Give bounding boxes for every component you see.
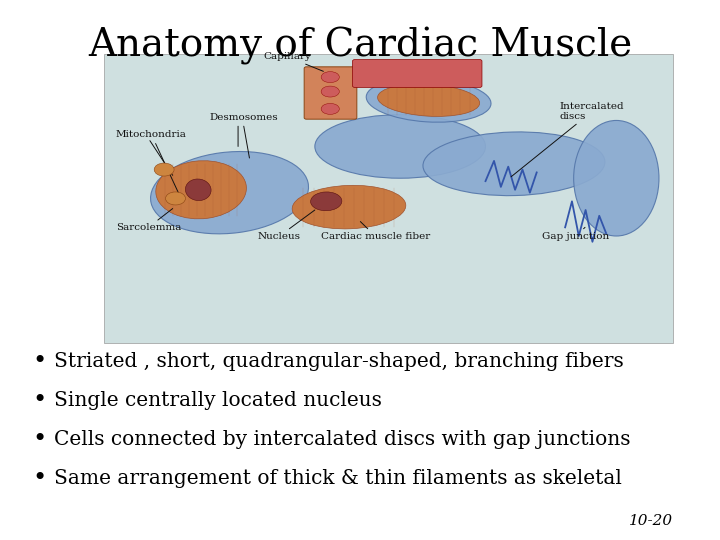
Ellipse shape bbox=[423, 132, 605, 195]
Text: Capillary: Capillary bbox=[264, 52, 323, 71]
Ellipse shape bbox=[150, 152, 308, 234]
Ellipse shape bbox=[321, 72, 339, 83]
Text: •: • bbox=[32, 389, 47, 412]
Text: Anatomy of Cardiac Muscle: Anatomy of Cardiac Muscle bbox=[88, 27, 632, 65]
Text: •: • bbox=[32, 428, 47, 451]
Text: Gap junction: Gap junction bbox=[542, 227, 610, 240]
Bar bbox=[104, 54, 673, 343]
Ellipse shape bbox=[310, 192, 342, 211]
Text: Cardiac muscle fiber: Cardiac muscle fiber bbox=[320, 221, 430, 240]
Text: Mitochondria: Mitochondria bbox=[116, 130, 186, 139]
Ellipse shape bbox=[292, 185, 406, 229]
Text: Nucleus: Nucleus bbox=[258, 210, 315, 240]
Ellipse shape bbox=[377, 84, 480, 117]
Text: Same arrangement of thick & thin filaments as skeletal: Same arrangement of thick & thin filamen… bbox=[54, 469, 622, 488]
Text: Desmosomes: Desmosomes bbox=[210, 113, 278, 122]
FancyBboxPatch shape bbox=[304, 67, 357, 119]
Ellipse shape bbox=[366, 78, 491, 122]
Ellipse shape bbox=[166, 192, 186, 205]
Ellipse shape bbox=[321, 86, 339, 97]
Ellipse shape bbox=[315, 114, 485, 178]
Text: Cells connected by intercalated discs with gap junctions: Cells connected by intercalated discs wi… bbox=[54, 430, 631, 449]
Ellipse shape bbox=[154, 163, 174, 176]
FancyBboxPatch shape bbox=[353, 59, 482, 87]
Text: 10-20: 10-20 bbox=[629, 514, 673, 528]
Text: Sarcolemma: Sarcolemma bbox=[116, 208, 181, 232]
Text: Single centrally located nucleus: Single centrally located nucleus bbox=[54, 391, 382, 410]
Text: Striated , short, quadrangular-shaped, branching fibers: Striated , short, quadrangular-shaped, b… bbox=[54, 352, 624, 372]
Ellipse shape bbox=[321, 103, 339, 114]
Ellipse shape bbox=[186, 179, 211, 200]
Text: •: • bbox=[32, 350, 47, 373]
Ellipse shape bbox=[574, 120, 659, 236]
Text: Intercalated
discs: Intercalated discs bbox=[511, 102, 624, 177]
Text: •: • bbox=[32, 467, 47, 490]
Ellipse shape bbox=[156, 161, 246, 219]
